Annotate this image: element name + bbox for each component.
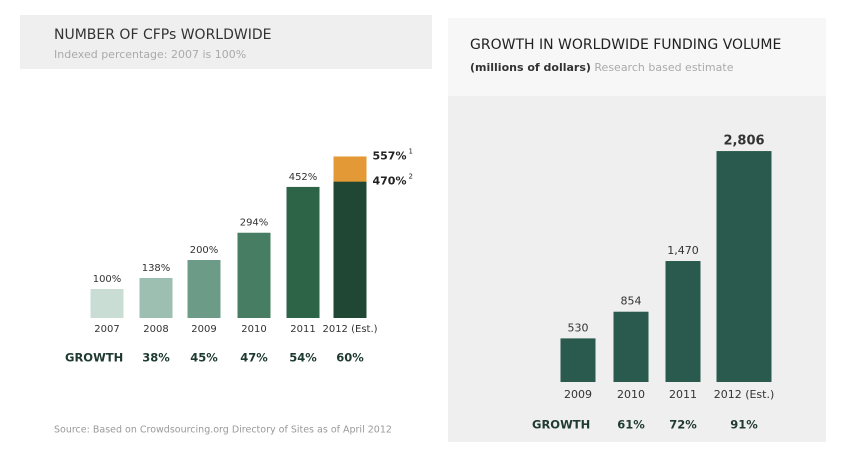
right-subtitle-bold: (millions of dollars) [470,61,591,74]
value-label: 138% [142,263,171,274]
growth-value: 60% [336,351,364,365]
bar [560,338,596,382]
value-label: 2,806 [723,134,764,149]
growth-value: 91% [730,418,758,432]
x-tick-label: 2012 (Est.) [322,324,377,335]
growth-value: 45% [190,351,218,365]
x-tick-label: 2011 [290,324,315,335]
bar [139,277,173,318]
value-label: 530 [568,321,589,334]
x-tick-label: 2010 [617,388,645,401]
growth-value: 54% [289,351,317,365]
source: Source: Based on Crowdsourcing.org Direc… [54,425,392,436]
value-label: 294% [240,218,269,229]
footnote-marker: 1 [408,147,412,155]
right-title: GROWTH IN WORLDWIDE FUNDING VOLUME [470,37,781,53]
bar [286,186,320,318]
x-tick-label: 2008 [143,324,168,335]
x-tick-label: 2012 (Est.) [714,388,775,401]
right-subtitle-note: Research based estimate [594,61,733,74]
left-subtitle: Indexed percentage: 2007 is 100% [54,48,246,61]
bar [613,311,649,382]
growth-label: GROWTH [532,418,590,432]
value-label: 100% [93,274,122,285]
bar [187,260,221,318]
value-label: 1,470 [667,244,699,257]
value-label: 452% [289,172,318,183]
x-tick-label: 2009 [564,388,592,401]
growth-label: GROWTH [65,351,123,365]
growth-value: 61% [617,418,645,432]
x-tick-label: 2011 [669,388,697,401]
value-label: 200% [190,245,219,256]
growth-value: 47% [240,351,268,365]
value-label: 470% [373,175,407,188]
bar [716,151,772,382]
left-header-bg [20,15,432,69]
right-header-bg [448,18,826,96]
value-label: 557% [373,149,407,162]
growth-value: 38% [142,351,170,365]
growth-value: 72% [669,418,697,432]
x-tick-label: 2007 [94,324,119,335]
bar [665,261,701,382]
left-title: NUMBER OF CFPs WORLDWIDE [54,27,272,43]
bar [333,181,367,318]
footnote-marker: 2 [408,173,412,181]
bar [90,289,124,318]
bar [237,232,271,318]
x-tick-label: 2009 [191,324,216,335]
right-subtitle: (millions of dollars) Research based est… [470,61,734,74]
value-label: 854 [621,295,642,308]
x-tick-label: 2010 [241,324,266,335]
